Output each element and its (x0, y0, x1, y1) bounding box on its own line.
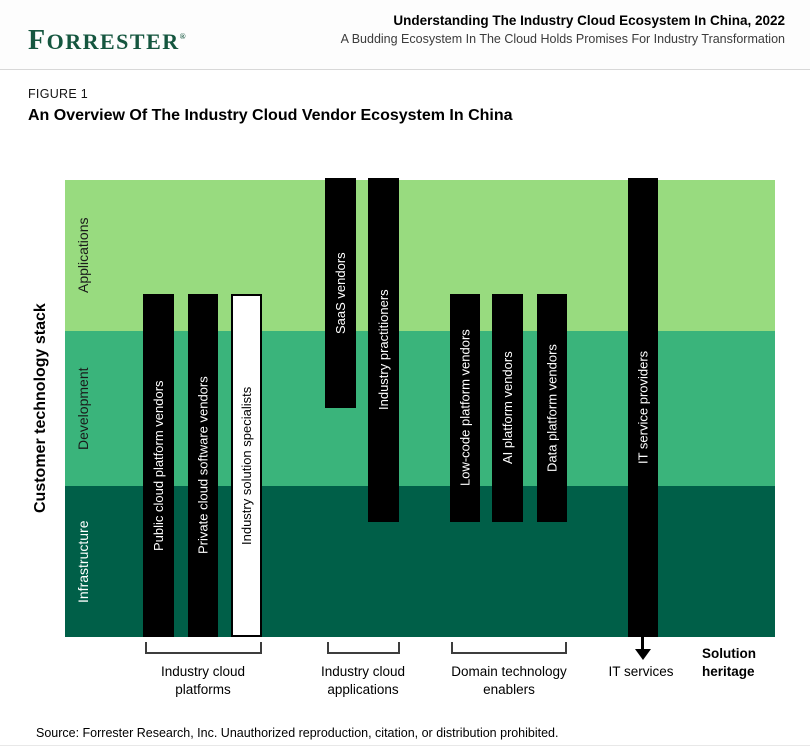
source-note: Source: Forrester Research, Inc. Unautho… (36, 726, 559, 740)
y-axis-label: Customer technology stack (32, 303, 49, 514)
bar-saas-vendors: SaaS vendors (325, 178, 356, 408)
bar-label: Low-code platform vendors (457, 329, 473, 487)
bar-private-cloud-software-vendors: Private cloud software vendors (188, 294, 218, 637)
bracket-industry-cloud-platforms (145, 642, 262, 654)
bar-label: Private cloud software vendors (195, 376, 211, 555)
down-arrow-shaft (641, 637, 644, 650)
forrester-logo: FORRESTER® (28, 24, 186, 55)
logo-text: F (28, 25, 47, 56)
group-label-line: Industry cloud (320, 664, 406, 679)
bar-industry-solution-specialists: Industry solution specialists (231, 294, 262, 637)
bar-label: Industry practitioners (376, 289, 391, 411)
bracket-domain-technology-enablers (451, 642, 567, 654)
bar-label: AI platform vendors (500, 351, 515, 465)
bar-data-platform-vendors: Data platform vendors (537, 294, 567, 522)
logo-text-rest: ORRESTER (46, 29, 180, 54)
registered-trademark-icon: ® (179, 32, 186, 41)
bar-public-cloud-platform-vendors: Public cloud platform vendors (143, 294, 174, 637)
figure-title: An Overview Of The Industry Cloud Vendor… (28, 107, 513, 124)
bar-label: Public cloud platform vendors (151, 380, 166, 551)
report-subtitle: A Budding Ecosystem In The Cloud Holds P… (340, 32, 785, 46)
layer-label-applications: Applications (75, 217, 91, 294)
group-label-line: platforms (175, 682, 231, 697)
group-label-industry-cloud-applications: Industry cloud applications (293, 663, 433, 699)
group-label-line: Industry cloud (160, 664, 246, 679)
bar-ai-platform-vendors: AI platform vendors (492, 294, 523, 522)
bar-industry-practitioners: Industry practitioners (368, 178, 399, 522)
bar-label: Data platform vendors (544, 344, 560, 472)
solution-heritage-line: heritage (702, 663, 755, 679)
bracket-industry-cloud-applications (327, 642, 400, 654)
figure-label: FIGURE 1 (28, 87, 89, 101)
layer-label-infrastructure: Infrastructure (75, 520, 91, 603)
down-arrow-icon (635, 649, 651, 660)
report-header: FORRESTER® Understanding The Industry Cl… (0, 0, 810, 70)
group-label-it-services: IT services (571, 663, 711, 681)
bar-label: IT service providers (635, 350, 651, 465)
group-label-line: applications (327, 682, 399, 697)
header-titles: Understanding The Industry Cloud Ecosyst… (341, 13, 785, 46)
group-label-line: IT services (608, 664, 674, 679)
group-label-line: enablers (483, 682, 535, 697)
group-label-industry-cloud-platforms: Industry cloud platforms (133, 663, 273, 699)
bar-low-code-platform-vendors: Low-code platform vendors (450, 294, 480, 522)
layer-label-development: Development (75, 367, 91, 450)
group-label-domain-technology-enablers: Domain technology enablers (439, 663, 579, 699)
solution-heritage-line: Solution (702, 646, 756, 661)
bar-label: SaaS vendors (333, 252, 348, 334)
bar-label: Industry solution specialists (239, 386, 254, 545)
report-title: Understanding The Industry Cloud Ecosyst… (393, 13, 785, 28)
bar-it-service-providers: IT service providers (628, 178, 658, 637)
solution-heritage-label: Solution heritage (702, 645, 756, 680)
group-label-line: Domain technology (451, 664, 567, 679)
